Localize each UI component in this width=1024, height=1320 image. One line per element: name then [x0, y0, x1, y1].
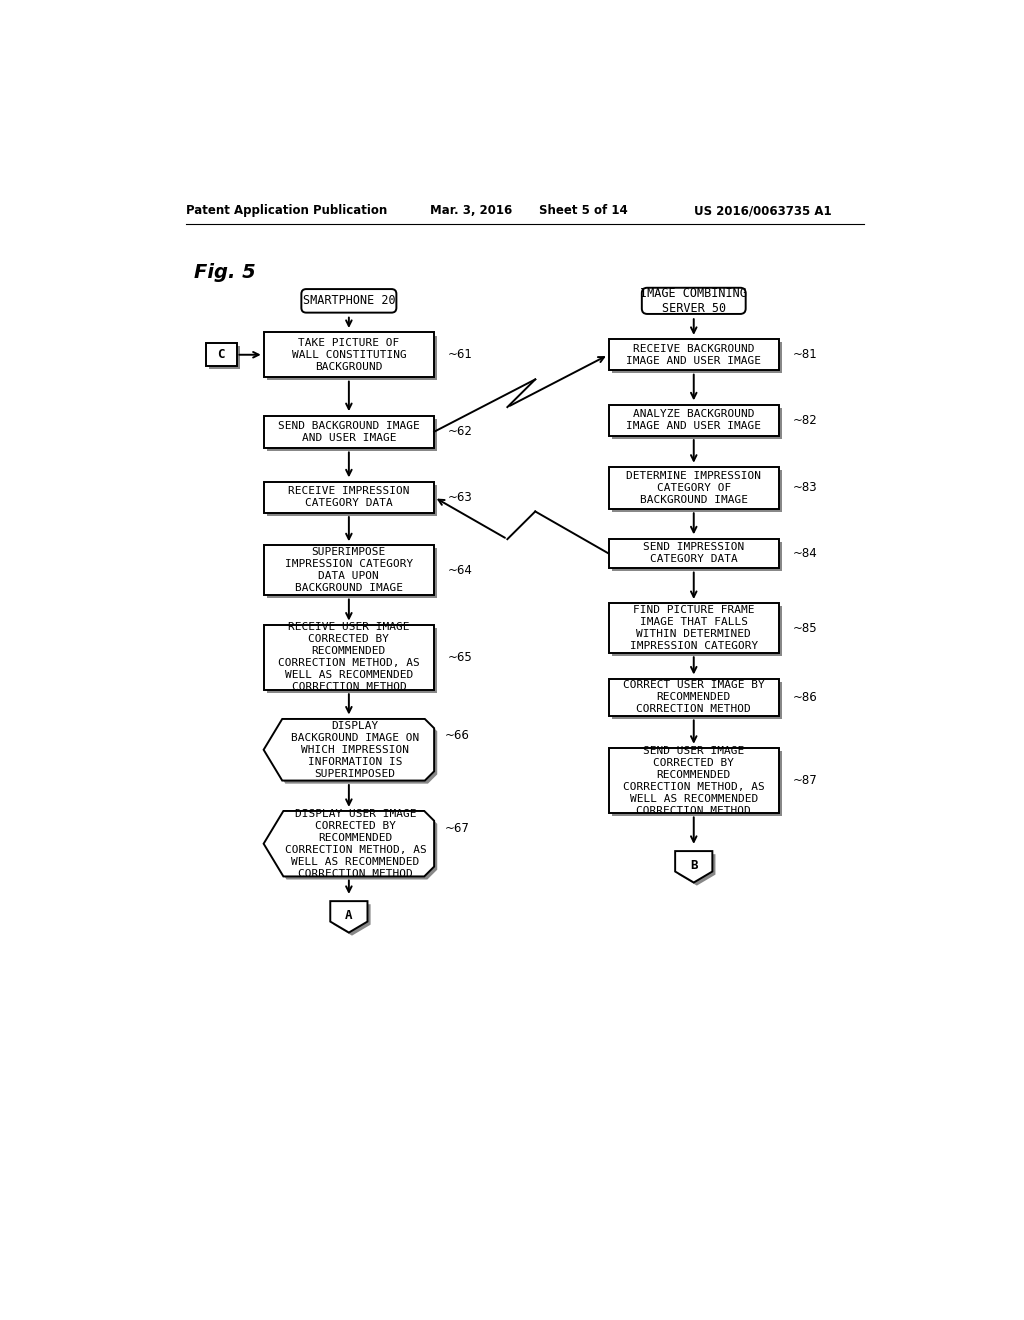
Text: ~82: ~82: [793, 413, 818, 426]
Text: ~87: ~87: [793, 774, 818, 787]
FancyBboxPatch shape: [263, 482, 434, 512]
FancyBboxPatch shape: [206, 343, 237, 367]
Text: Sheet 5 of 14: Sheet 5 of 14: [539, 205, 628, 218]
FancyBboxPatch shape: [611, 606, 782, 656]
Text: DISPLAY USER IMAGE
CORRECTED BY
RECOMMENDED
CORRECTION METHOD, AS
WELL AS RECOMM: DISPLAY USER IMAGE CORRECTED BY RECOMMEN…: [285, 809, 426, 879]
Text: Fig. 5: Fig. 5: [194, 263, 256, 282]
Text: DETERMINE IMPRESSION
CATEGORY OF
BACKGROUND IMAGE: DETERMINE IMPRESSION CATEGORY OF BACKGRO…: [627, 471, 761, 506]
FancyBboxPatch shape: [608, 539, 779, 568]
FancyBboxPatch shape: [266, 484, 437, 516]
FancyBboxPatch shape: [611, 342, 782, 374]
Text: ~65: ~65: [449, 651, 473, 664]
FancyBboxPatch shape: [263, 624, 434, 690]
Text: B: B: [690, 859, 697, 871]
FancyBboxPatch shape: [301, 289, 396, 313]
FancyBboxPatch shape: [266, 335, 437, 380]
Text: ~67: ~67: [445, 822, 470, 834]
Text: A: A: [345, 908, 352, 921]
FancyBboxPatch shape: [263, 416, 434, 447]
FancyBboxPatch shape: [611, 470, 782, 512]
FancyBboxPatch shape: [611, 751, 782, 816]
Text: ~64: ~64: [449, 564, 473, 577]
Text: ~61: ~61: [449, 348, 473, 362]
Text: ~84: ~84: [793, 546, 818, 560]
Text: ~85: ~85: [793, 622, 817, 635]
Text: SEND USER IMAGE
CORRECTED BY
RECOMMENDED
CORRECTION METHOD, AS
WELL AS RECOMMEND: SEND USER IMAGE CORRECTED BY RECOMMENDED…: [623, 746, 765, 816]
Polygon shape: [263, 719, 434, 780]
Text: SMARTPHONE 20: SMARTPHONE 20: [302, 294, 395, 308]
FancyBboxPatch shape: [608, 748, 779, 813]
Text: FIND PICTURE FRAME
IMAGE THAT FALLS
WITHIN DETERMINED
IMPRESSION CATEGORY: FIND PICTURE FRAME IMAGE THAT FALLS WITH…: [630, 605, 758, 651]
Text: ~63: ~63: [449, 491, 473, 504]
Text: Mar. 3, 2016: Mar. 3, 2016: [430, 205, 512, 218]
FancyBboxPatch shape: [611, 543, 782, 572]
Text: ~86: ~86: [793, 690, 818, 704]
Polygon shape: [266, 814, 437, 879]
FancyBboxPatch shape: [608, 405, 779, 436]
Text: CORRECT USER IMAGE BY
RECOMMENDED
CORRECTION METHOD: CORRECT USER IMAGE BY RECOMMENDED CORREC…: [623, 680, 765, 714]
FancyBboxPatch shape: [611, 408, 782, 438]
Text: RECEIVE USER IMAGE
CORRECTED BY
RECOMMENDED
CORRECTION METHOD, AS
WELL AS RECOMM: RECEIVE USER IMAGE CORRECTED BY RECOMMEN…: [278, 622, 420, 693]
Polygon shape: [263, 810, 434, 876]
FancyBboxPatch shape: [266, 548, 437, 598]
Text: ~66: ~66: [445, 730, 470, 742]
Text: ~81: ~81: [793, 348, 818, 362]
Polygon shape: [678, 854, 716, 886]
Text: C: C: [217, 348, 224, 362]
Text: SEND IMPRESSION
CATEGORY DATA: SEND IMPRESSION CATEGORY DATA: [643, 543, 744, 565]
Polygon shape: [675, 851, 713, 883]
FancyBboxPatch shape: [263, 333, 434, 378]
Text: SUPERIMPOSE
IMPRESSION CATEGORY
DATA UPON
BACKGROUND IMAGE: SUPERIMPOSE IMPRESSION CATEGORY DATA UPO…: [285, 548, 413, 594]
Text: IMAGE COMBINING
SERVER 50: IMAGE COMBINING SERVER 50: [640, 286, 748, 315]
FancyBboxPatch shape: [608, 678, 779, 715]
FancyBboxPatch shape: [608, 467, 779, 510]
Text: ~62: ~62: [449, 425, 473, 438]
Text: RECEIVE BACKGROUND
IMAGE AND USER IMAGE: RECEIVE BACKGROUND IMAGE AND USER IMAGE: [627, 343, 761, 366]
FancyBboxPatch shape: [611, 682, 782, 719]
Text: US 2016/0063735 A1: US 2016/0063735 A1: [693, 205, 831, 218]
Text: TAKE PICTURE OF
WALL CONSTITUTING
BACKGROUND: TAKE PICTURE OF WALL CONSTITUTING BACKGR…: [292, 338, 407, 372]
Polygon shape: [266, 722, 437, 784]
FancyBboxPatch shape: [263, 545, 434, 595]
FancyBboxPatch shape: [266, 628, 437, 693]
Text: Patent Application Publication: Patent Application Publication: [186, 205, 387, 218]
FancyBboxPatch shape: [608, 339, 779, 370]
FancyBboxPatch shape: [642, 288, 745, 314]
Polygon shape: [331, 902, 368, 932]
FancyBboxPatch shape: [608, 603, 779, 653]
FancyBboxPatch shape: [209, 346, 240, 370]
Polygon shape: [334, 904, 371, 936]
Text: RECEIVE IMPRESSION
CATEGORY DATA: RECEIVE IMPRESSION CATEGORY DATA: [288, 486, 410, 508]
Text: DISPLAY
BACKGROUND IMAGE ON
WHICH IMPRESSION
INFORMATION IS
SUPERIMPOSED: DISPLAY BACKGROUND IMAGE ON WHICH IMPRES…: [291, 721, 419, 779]
FancyBboxPatch shape: [266, 418, 437, 451]
Text: ANALYZE BACKGROUND
IMAGE AND USER IMAGE: ANALYZE BACKGROUND IMAGE AND USER IMAGE: [627, 409, 761, 432]
Text: SEND BACKGROUND IMAGE
AND USER IMAGE: SEND BACKGROUND IMAGE AND USER IMAGE: [278, 421, 420, 442]
Text: ~83: ~83: [793, 482, 817, 495]
